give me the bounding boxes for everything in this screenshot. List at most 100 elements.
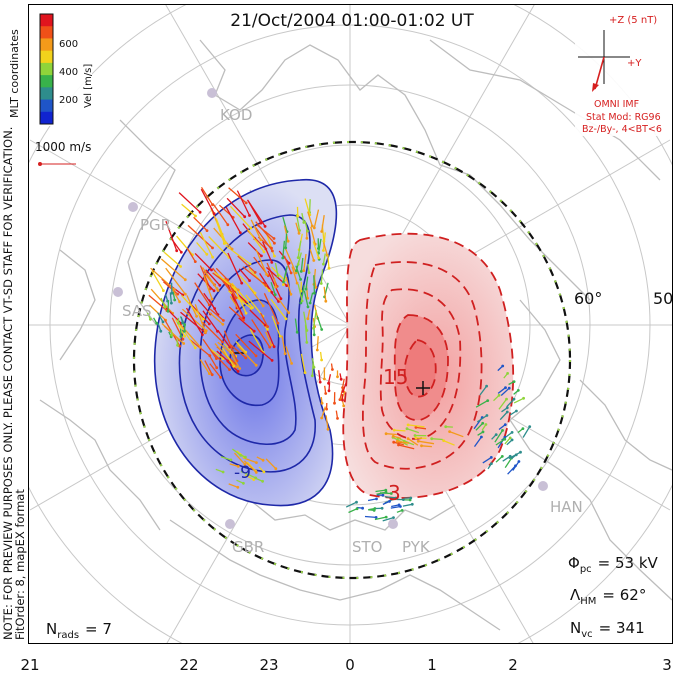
velocity-vector <box>238 317 255 332</box>
vector-origin <box>207 322 211 326</box>
velocity-vector <box>305 276 309 290</box>
vector-origin <box>497 393 501 397</box>
vector-origin <box>384 490 388 494</box>
vector-origin <box>267 289 271 292</box>
vector-origin <box>181 337 185 341</box>
velocity-vector <box>228 306 244 321</box>
velocity-vector <box>506 398 515 408</box>
vector-origin <box>430 437 434 441</box>
vector-origin <box>216 329 219 333</box>
vector-origin <box>273 241 276 245</box>
velocity-vector <box>494 430 504 443</box>
scale-vector-label: 1000 m/s <box>35 140 91 154</box>
velocity-vector <box>249 328 264 353</box>
vector-origin <box>228 368 231 371</box>
vector-origin <box>392 428 396 432</box>
velocity-vector <box>254 477 263 482</box>
velocity-vector <box>223 330 238 362</box>
vector-origin <box>296 214 300 218</box>
vector-origin <box>490 462 493 465</box>
velocity-vector <box>231 293 245 319</box>
velocity-vectors <box>146 186 532 522</box>
velocity-vector <box>229 205 252 229</box>
vector-origin <box>239 454 243 457</box>
station-markers <box>113 88 548 529</box>
vector-origin <box>273 293 277 297</box>
velocity-vector <box>307 263 310 273</box>
vector-origin <box>305 236 309 240</box>
velocity-vector <box>242 457 257 464</box>
vector-origin <box>210 297 214 301</box>
velocity-vector <box>201 321 223 343</box>
velocity-vector <box>307 211 313 227</box>
vector-origin <box>485 384 488 388</box>
vector-origin <box>265 273 268 276</box>
velocity-vector <box>500 387 510 396</box>
vector-origin <box>521 427 525 430</box>
vector-origin <box>226 359 230 363</box>
vector-origin <box>326 427 330 431</box>
stat-nrads: Nrads = 7 <box>46 620 112 641</box>
vector-origin <box>244 311 248 315</box>
velocity-vector <box>281 335 286 354</box>
vector-origin <box>272 237 276 240</box>
vector-origin <box>505 410 509 414</box>
vector-origin <box>211 255 215 259</box>
velocity-vector <box>320 269 324 284</box>
velocity-vector <box>375 489 386 493</box>
vector-origin <box>182 342 186 345</box>
vector-origin <box>392 516 395 519</box>
vector-origin <box>281 256 285 260</box>
velocity-vector <box>259 273 273 293</box>
velocity-vector <box>151 270 164 291</box>
vector-origin <box>243 462 247 466</box>
station-label-pgr: PGR <box>140 216 171 234</box>
velocity-vector <box>341 378 345 388</box>
velocity-vector <box>307 309 311 319</box>
velocity-vector <box>393 441 404 446</box>
vector-origin <box>181 321 184 325</box>
velocity-vector <box>238 274 256 294</box>
velocity-vector <box>227 252 243 284</box>
velocity-vector <box>225 245 251 265</box>
velocity-vector <box>327 254 330 269</box>
vector-origin <box>528 425 532 428</box>
vector-origin <box>193 346 197 350</box>
scale-vector: 1000 m/s <box>35 140 91 166</box>
velocity-vector <box>283 255 292 274</box>
vector-origin <box>306 305 310 309</box>
vector-origin <box>215 357 218 360</box>
vector-origin <box>255 461 258 464</box>
velocity-vector <box>233 285 247 314</box>
station-label-sas: SAS <box>122 302 152 320</box>
velocity-vector <box>163 251 182 267</box>
velocity-vector <box>203 275 213 300</box>
vector-origin <box>229 458 233 462</box>
imf-axis-z: +Z (5 nT) <box>609 15 657 26</box>
velocity-vector <box>522 426 531 438</box>
velocity-vector <box>229 296 242 314</box>
velocity-vector <box>223 278 239 291</box>
vector-origin <box>372 509 376 512</box>
vector-origin <box>244 356 248 360</box>
vector-origin <box>355 500 358 504</box>
velocity-vector <box>217 341 232 354</box>
velocity-vector <box>297 283 303 302</box>
vector-origin <box>312 333 316 337</box>
velocity-vector <box>294 318 298 333</box>
velocity-vector <box>229 463 239 468</box>
vector-origin <box>312 326 315 330</box>
velocity-vector <box>235 341 247 353</box>
velocity-vector <box>209 363 222 378</box>
stat-pcp: Φpc = 53 kV <box>568 554 659 575</box>
vector-origin <box>178 300 182 304</box>
vector-origin <box>261 479 264 483</box>
velocity-vector <box>247 242 262 257</box>
vector-origin <box>205 229 209 233</box>
vector-origin <box>179 265 183 268</box>
velocity-vector <box>304 324 308 343</box>
coordinate-system-label: MLT coordinates <box>8 29 21 118</box>
colorbar-segment <box>40 75 53 88</box>
vector-origin <box>221 470 225 474</box>
vector-origin <box>198 210 202 214</box>
